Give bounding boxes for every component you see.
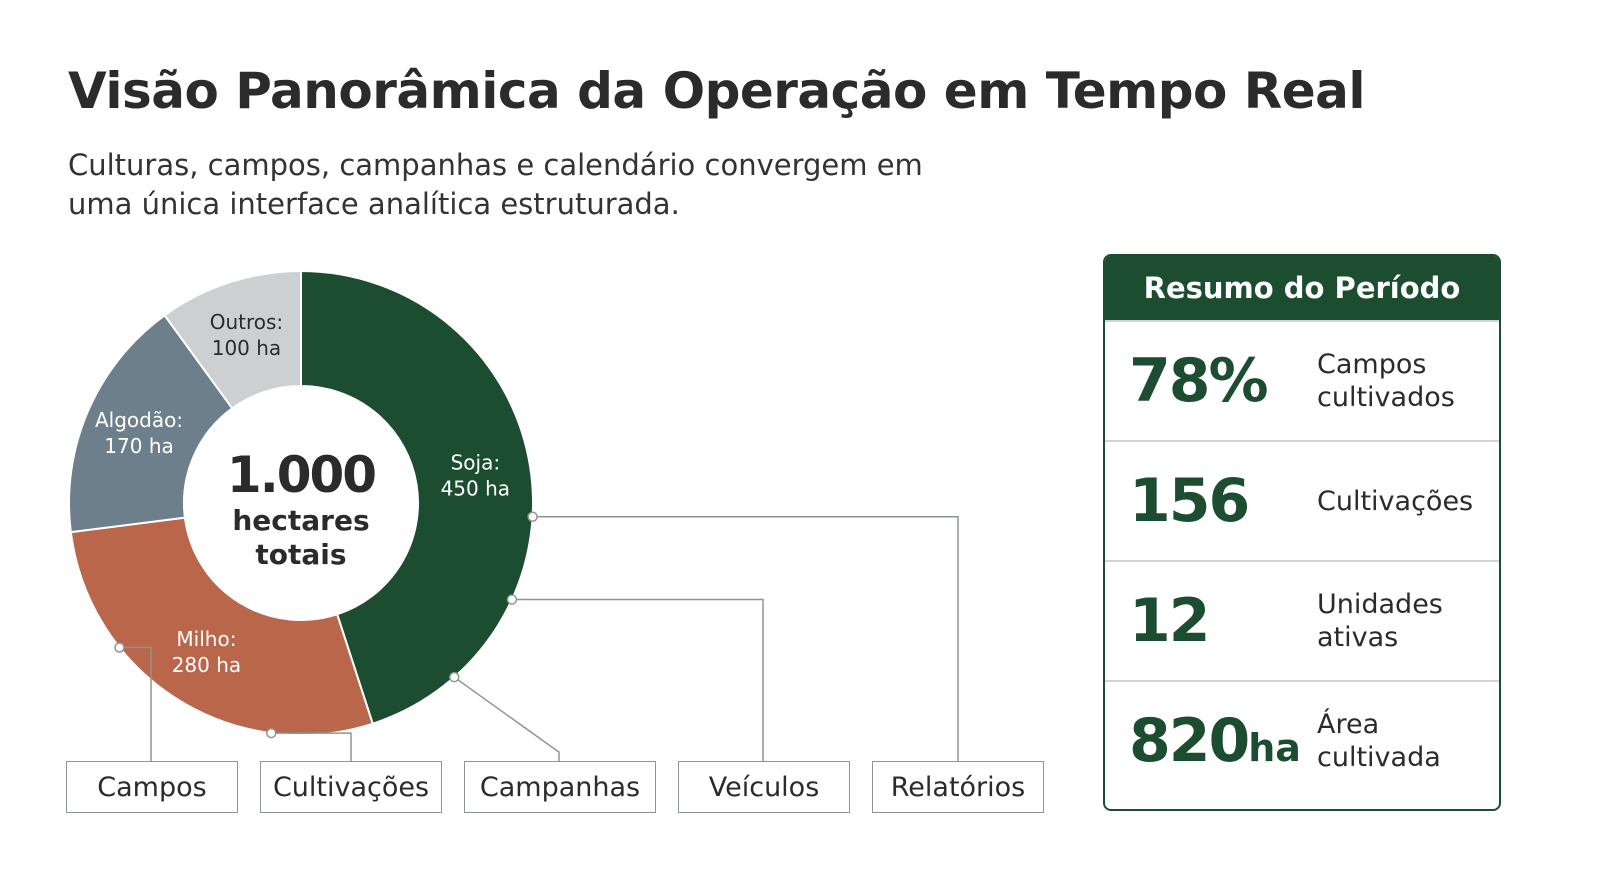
slice-value-label: 100 ha bbox=[212, 336, 281, 360]
slice-category-label: Outros: bbox=[210, 310, 283, 334]
page-subtitle: Culturas, campos, campanhas e calendário… bbox=[68, 148, 923, 221]
stat-unidades-ativas: 12 Unidades ativas bbox=[1105, 560, 1499, 680]
connector-line bbox=[453, 676, 560, 761]
module-box-veiculos[interactable]: Veículos bbox=[678, 761, 850, 813]
center-total-value: 1.000 bbox=[227, 446, 375, 504]
donut-slice-algodao bbox=[68, 313, 234, 534]
module-box-cultivacoes[interactable]: Cultivações bbox=[260, 761, 442, 813]
stat-campos-cultivados: 78% Campos cultivados bbox=[1105, 320, 1499, 440]
center-total-label-2: totais bbox=[255, 538, 346, 571]
donut-slice-soja bbox=[300, 269, 534, 725]
slice-category-label: Soja: bbox=[451, 450, 500, 474]
donut-slice-outros bbox=[163, 269, 302, 410]
donut-slice-milho bbox=[69, 516, 374, 736]
slice-labels: Soja:450 ha Milho:280 ha Algodão:170 ha Out… bbox=[95, 310, 510, 677]
center-total-label-1: hectares bbox=[232, 504, 369, 537]
connector-line bbox=[532, 515, 959, 761]
stat-value: 12 bbox=[1129, 586, 1210, 656]
summary-panel-title: Resumo do Período bbox=[1105, 256, 1499, 320]
stat-unit: ha bbox=[1248, 726, 1301, 770]
module-label-campanhas: Campanhas bbox=[479, 771, 641, 803]
module-label-relatorios: Relatórios bbox=[890, 771, 1026, 803]
module-label-cultivacoes: Cultivações bbox=[272, 771, 430, 803]
connector-line bbox=[271, 732, 352, 761]
module-box-relatorios[interactable]: Relatórios bbox=[872, 761, 1044, 813]
module-connectors bbox=[114, 511, 959, 761]
connector-dot bbox=[114, 642, 125, 653]
donut-slices bbox=[68, 269, 534, 736]
stat-label: Campos cultivados bbox=[1317, 349, 1455, 413]
connector-dot bbox=[527, 511, 538, 522]
connector-dot bbox=[506, 594, 518, 605]
stat-label: Unidades ativas bbox=[1317, 589, 1443, 653]
slice-value-label: 450 ha bbox=[441, 476, 510, 500]
module-label-veiculos: Veículos bbox=[708, 771, 820, 803]
stat-area-cultivada: 820ha Área cultivada bbox=[1105, 680, 1499, 800]
summary-panel: Resumo do Período 78% Campos cultivados … bbox=[1103, 254, 1501, 811]
stat-value: 78% bbox=[1129, 346, 1269, 416]
module-box-campos[interactable]: Campos bbox=[66, 761, 238, 813]
connector-dot bbox=[266, 727, 277, 739]
slice-value-label: 280 ha bbox=[172, 653, 241, 677]
slice-category-label: Milho: bbox=[176, 627, 236, 651]
stat-value: 820ha bbox=[1129, 706, 1301, 776]
slice-category-label: Algodão: bbox=[95, 408, 183, 432]
connector-line bbox=[119, 646, 152, 761]
connector-line bbox=[511, 598, 764, 761]
connector-dot bbox=[449, 671, 460, 683]
module-box-campanhas[interactable]: Campanhas bbox=[464, 761, 656, 813]
module-label-campos: Campos bbox=[97, 771, 207, 803]
stat-cultivacoes: 156 Cultivações bbox=[1105, 440, 1499, 560]
page-title: Visão Panorâmica da Operação em Tempo Re… bbox=[68, 62, 1366, 120]
stat-label: Área cultivada bbox=[1317, 709, 1441, 773]
area-donut-chart: Soja:450 ha Milho:280 ha Algodão:170 ha Out… bbox=[68, 269, 959, 761]
slice-value-label: 170 ha bbox=[104, 434, 173, 458]
stat-value: 156 bbox=[1129, 466, 1250, 536]
stat-label: Cultivações bbox=[1317, 485, 1474, 517]
